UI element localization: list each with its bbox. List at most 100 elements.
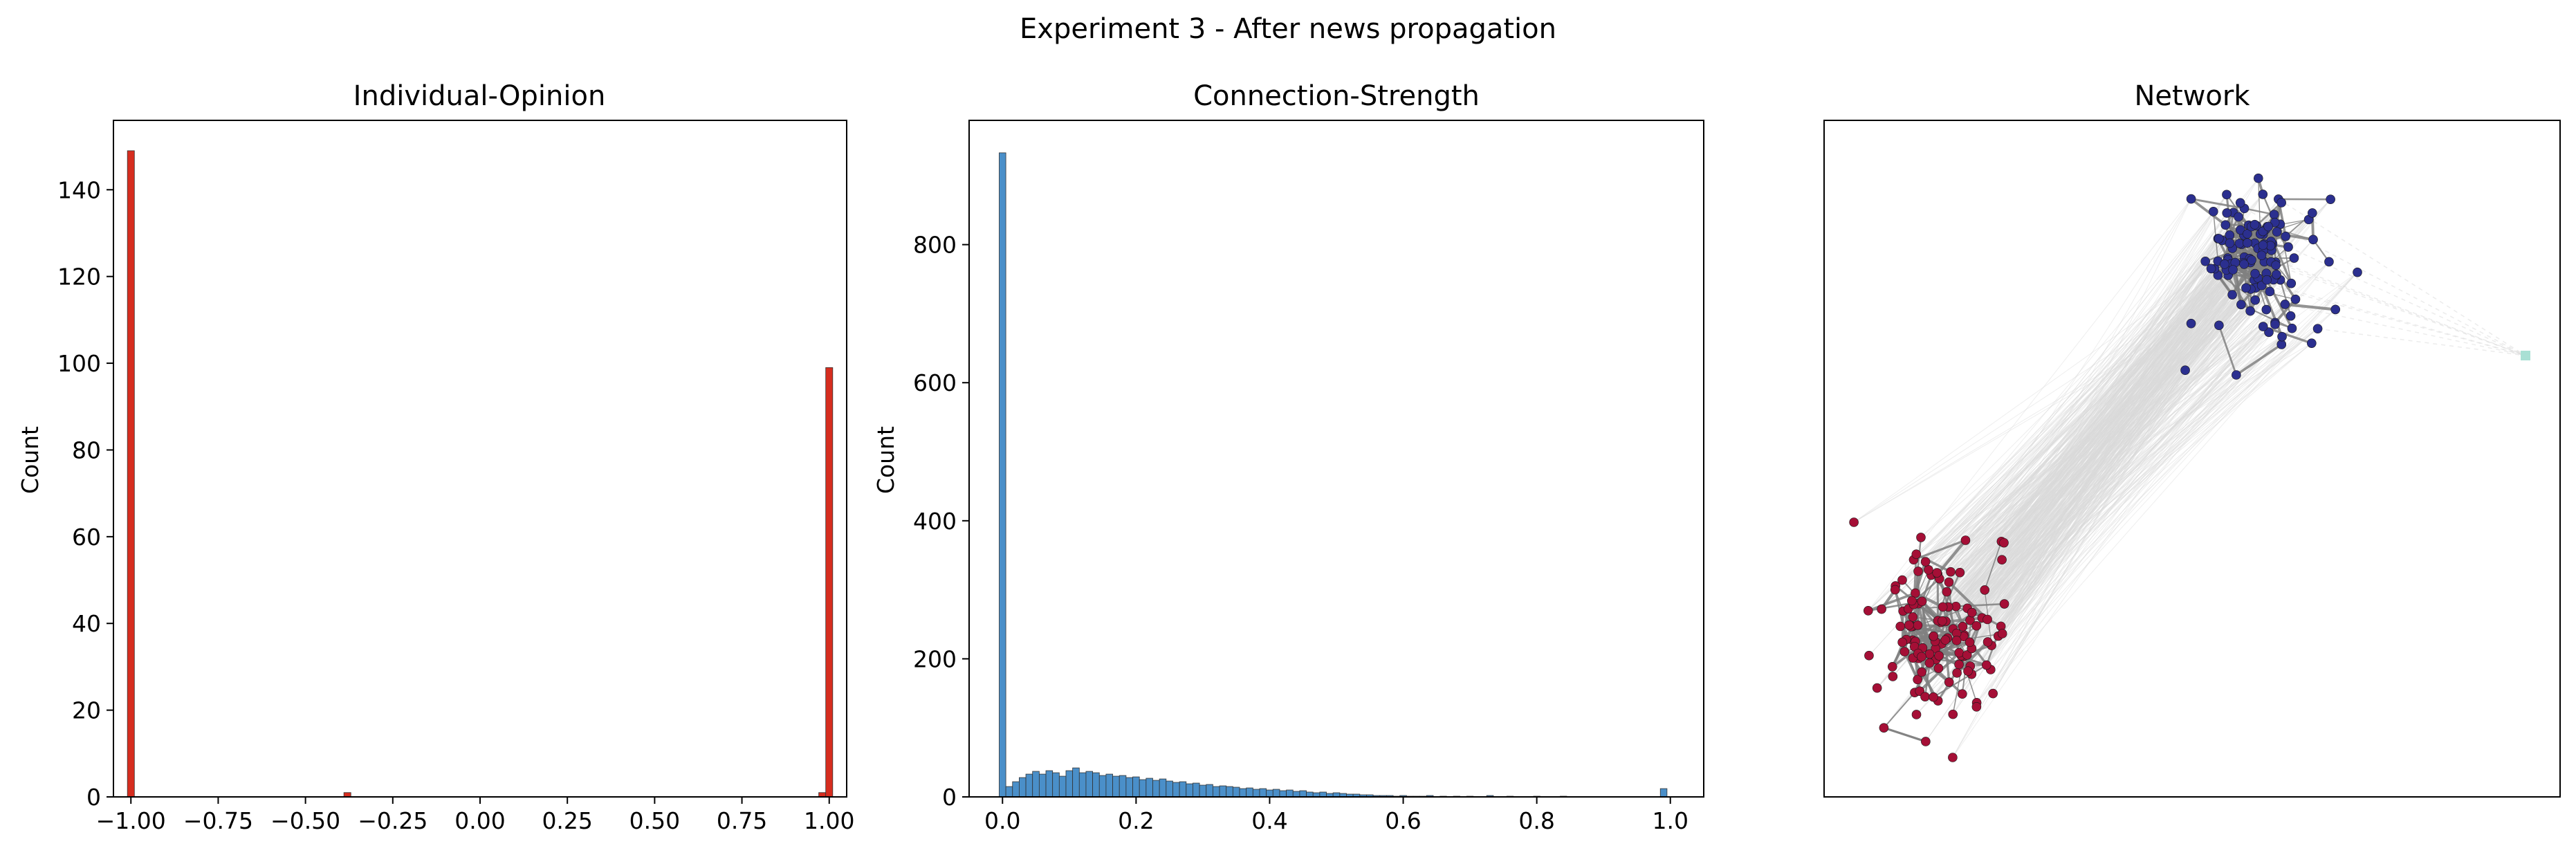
- network-edge: [1942, 226, 2252, 621]
- network-edge: [1917, 342, 2312, 680]
- network-edge: [1921, 258, 2250, 672]
- network-edge: [1941, 231, 2263, 645]
- network-node: [1913, 620, 1923, 630]
- network-edge: [1956, 233, 2261, 641]
- network-edge: [1922, 255, 2262, 649]
- histogram-bar: [1105, 773, 1113, 798]
- network-edge: [1921, 326, 2264, 657]
- network-edge: [1933, 328, 2292, 637]
- network-edge: [1984, 225, 2250, 591]
- network-edge: [1881, 211, 2214, 609]
- network-node: [1952, 668, 1962, 678]
- network-edge: [1925, 311, 2251, 562]
- histogram-bar: [1058, 775, 1067, 798]
- network-edge: [2002, 304, 2285, 634]
- network-edge: [1938, 248, 2258, 669]
- histogram-bar: [1092, 772, 1100, 798]
- network-edge: [1933, 235, 2230, 637]
- network-edge: [1925, 229, 2241, 562]
- network-edge: [1868, 244, 2272, 612]
- network-node: [1948, 709, 1958, 719]
- y-tick-label: 80: [72, 436, 101, 463]
- network-edge: [1987, 224, 2226, 620]
- x-tick-label: 0.8: [1518, 807, 1554, 834]
- network-node: [1849, 517, 1859, 527]
- network-edge: [1931, 300, 2256, 576]
- network-edge: [1935, 261, 2265, 642]
- network-node: [1971, 702, 1982, 712]
- network-edge: [1944, 309, 2267, 641]
- histogram-bar: [1125, 777, 1133, 798]
- network-edge: [1935, 222, 2276, 649]
- network-edge: [1949, 309, 2267, 582]
- network-edge: [1912, 268, 2215, 627]
- network-edge: [1971, 294, 2233, 613]
- network-edge: [1917, 603, 1931, 654]
- network-edge: [1949, 217, 2239, 582]
- network-edge: [1913, 259, 2229, 605]
- network-node: [2186, 194, 2196, 204]
- network-edge: [1956, 244, 2272, 674]
- network-edge: [1935, 211, 2214, 642]
- network-edge: [1913, 328, 2318, 659]
- histogram-bar: [1019, 777, 1027, 798]
- network-edge: [1958, 311, 2251, 653]
- network-node: [2269, 210, 2279, 219]
- network-edge: [2002, 369, 2186, 634]
- network-edge: [1969, 264, 2225, 620]
- network-node: [2265, 286, 2275, 297]
- network-edge: [1946, 243, 2273, 592]
- histogram-bar: [825, 367, 834, 798]
- network-node: [2263, 221, 2273, 232]
- network-edge: [1990, 264, 2232, 670]
- network-node: [2286, 278, 2297, 288]
- network-edge: [1928, 243, 2230, 571]
- network-edge: [1987, 250, 2264, 643]
- network-node: [1958, 621, 1968, 632]
- network-edge: [1964, 233, 2261, 636]
- network-node: [1965, 637, 1975, 647]
- network-edge: [1942, 224, 2255, 607]
- network-edge: [1987, 243, 2240, 643]
- network-node: [2228, 265, 2238, 275]
- network-edge: [1967, 275, 2218, 609]
- histogram-bar: [1239, 788, 1247, 798]
- network-edge: [1921, 300, 2256, 657]
- network-edge: [1915, 243, 2242, 555]
- network-edge: [1935, 235, 2245, 642]
- network-edge: [1933, 273, 2256, 698]
- network-edge: [1906, 294, 2233, 640]
- network-edge: [1916, 315, 2291, 555]
- network-edge: [1963, 194, 2227, 637]
- network-node: [2225, 238, 2235, 248]
- network-edge: [2001, 261, 2272, 560]
- network-edge: [1933, 202, 2241, 637]
- network-edge: [1991, 262, 2251, 646]
- network-edge: [1991, 275, 2229, 646]
- network-edge: [1868, 264, 2225, 656]
- network-edge: [1939, 275, 2229, 580]
- network-node: [1997, 629, 2007, 638]
- network-edge: [1908, 194, 2227, 625]
- network-edge: [2260, 285, 2283, 338]
- network-edge: [1950, 233, 2248, 573]
- network-edge: [1949, 304, 2285, 582]
- network-edge: [1936, 257, 2245, 573]
- network-node: [1924, 649, 1935, 659]
- network-node: [2186, 318, 2196, 329]
- network-edge: [2001, 264, 2225, 560]
- network-edge: [1917, 259, 2252, 626]
- network-edge: [2003, 262, 2244, 543]
- network-edge: [1939, 212, 2227, 579]
- network-edge: [1913, 279, 2281, 605]
- histogram-bar: [1179, 781, 1187, 798]
- histogram-bar: [1272, 789, 1280, 798]
- network-node: [2214, 320, 2224, 331]
- network-edge: [1915, 194, 2227, 594]
- network-edge: [1912, 262, 2236, 618]
- network-edge: [1952, 259, 2229, 758]
- x-tick-label: 0.6: [1385, 807, 1421, 834]
- network-node: [2220, 220, 2231, 230]
- network-edge: [1914, 275, 2218, 647]
- network-edge: [1946, 235, 2230, 592]
